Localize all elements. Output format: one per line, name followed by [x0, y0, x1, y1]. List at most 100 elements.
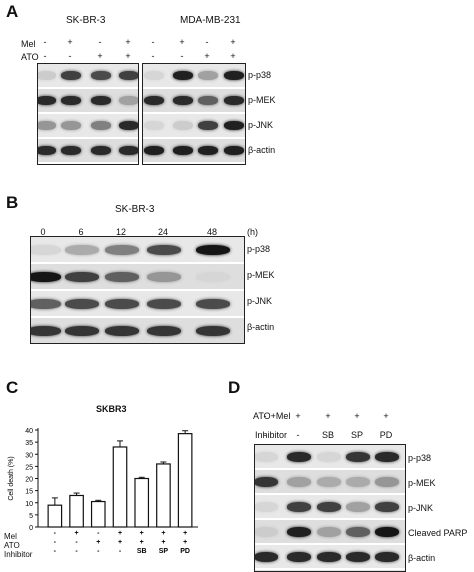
panel-a-blot-mda	[142, 63, 246, 165]
panel-a-skbr3-band	[61, 71, 81, 80]
panel-a-mda-strip-1	[143, 89, 245, 114]
panel-a-skbr3-strip-3	[38, 139, 138, 164]
panel-d-band	[346, 476, 370, 487]
panel-a-mel-sign: +	[125, 37, 131, 47]
panel-c-row-label-inhibitor: Inhibitor	[4, 550, 33, 559]
panel-a-skbr3-band	[119, 121, 138, 130]
panel-b-band	[147, 298, 181, 309]
panel-b-timepoint: 6	[78, 227, 84, 237]
panel-a-skbr3-band	[61, 121, 81, 130]
panel-d-band	[346, 526, 370, 537]
y-tick-label: 10	[25, 501, 33, 508]
panel-a-mda-band	[173, 146, 193, 155]
panel-b-band	[147, 325, 181, 336]
panel-a-ato-sign: +	[204, 51, 210, 61]
panel-c-inhibitor-sign: -	[119, 548, 122, 555]
panel-b-band	[105, 244, 139, 255]
panel-a-skbr3-band	[91, 121, 111, 130]
panel-b-timepoint: 12	[115, 227, 126, 237]
panel-a-blot-skbr3	[37, 63, 139, 165]
panel-a-mda-band	[224, 146, 244, 155]
panel-d-inhibitor-sign: SP	[350, 430, 363, 440]
bar	[90, 500, 106, 528]
panel-d-row-label-ato-mel: ATO+Mel	[253, 411, 291, 421]
panel-d-band	[317, 501, 341, 512]
panel-d-protein-label: β-actin	[408, 553, 436, 563]
chart-title: SKBR3	[96, 404, 127, 414]
panel-a-ato-sign: -	[43, 51, 47, 61]
panel-b-strip-0	[31, 237, 244, 264]
panel-d-band	[255, 476, 278, 487]
panel-c-mel-sign: +	[75, 530, 79, 537]
panel-a-ato-sign: -	[68, 51, 72, 61]
panel-b-band	[196, 244, 230, 255]
panel-d-strip-2	[255, 495, 405, 520]
panel-c-mel-sign: +	[140, 530, 144, 537]
panel-a-mel-sign: +	[179, 37, 185, 47]
panel-a-row-label-ato: ATO	[21, 52, 39, 62]
panel-b-cellline: SK-BR-3	[115, 204, 155, 215]
panel-c-mel-sign: +	[118, 530, 122, 537]
panel-d-letter: D	[228, 378, 241, 397]
panel-a-mda-strip-0	[143, 64, 245, 89]
panel-a-skbr3-band	[91, 96, 111, 105]
panel-a-mel-sign: -	[98, 37, 102, 47]
panel-b-protein-label: p-MEK	[247, 270, 275, 280]
panel-a-skbr3-band	[38, 96, 56, 105]
panel-a-mel-sign: -	[43, 37, 47, 47]
panel-a-mda-band	[144, 71, 164, 80]
panel-b-band	[105, 325, 139, 336]
y-tick-label: 0	[29, 525, 33, 532]
panel-b-band	[105, 271, 139, 282]
panel-b-band	[105, 298, 139, 309]
panel-a-mda-strip-2	[143, 114, 245, 139]
y-tick-label: 20	[25, 477, 33, 484]
cell-death-bar-chart: 0 5 10 15 20 25 30 35 40 Cell death (%) - - - + - - - + - +…	[8, 428, 198, 555]
panel-b-protein-label: p-p38	[247, 244, 271, 254]
panel-a-mda-band	[173, 71, 193, 80]
panel-a-mda-band	[173, 121, 193, 130]
panel-d-inhibitor-sign: -	[263, 430, 267, 440]
panel-a-skbr3-band	[119, 96, 138, 105]
panel-a-mel-sign: -	[151, 37, 155, 47]
panel-a-cellline-mda: MDA-MB-231	[180, 15, 241, 26]
panel-a-skbr3-band	[61, 146, 81, 155]
panel-a-protein-label: β-actin	[248, 145, 276, 155]
panel-c-row-label-mel: Mel	[4, 532, 17, 541]
panel-a-mel-sign: +	[230, 37, 236, 47]
panel-a-mda-band	[144, 146, 164, 155]
panel-b-band	[31, 271, 61, 282]
panel-b-strip-3	[31, 318, 244, 343]
panel-b-band	[31, 298, 61, 309]
panel-d-band	[317, 476, 341, 487]
panel-d-strip-4	[255, 545, 405, 570]
panel-d-band	[375, 451, 399, 462]
panel-a-ato-sign: -	[151, 51, 155, 61]
panel-b-band	[196, 271, 230, 282]
panel-d-ato-mel-sign: +	[325, 411, 331, 421]
bar	[156, 463, 171, 528]
panel-b-band	[196, 325, 230, 336]
panel-d-band	[346, 501, 370, 512]
panel-a-protein-label: p-p38	[248, 70, 272, 80]
panel-b-strip-1	[31, 264, 244, 291]
panel-d-protein-label: Cleaved PARP	[408, 528, 468, 538]
panel-a-ato-sign: +	[230, 51, 236, 61]
panel-d-strip-3	[255, 520, 405, 545]
panel-d-band	[346, 551, 370, 562]
panel-b-band	[65, 271, 99, 282]
panel-a-ato-sign: +	[97, 51, 103, 61]
panel-d-protein-label: p-JNK	[408, 503, 434, 513]
panel-a-mel-sign: +	[67, 37, 73, 47]
panel-a-mel-sign: -	[205, 37, 209, 47]
panel-d-row-label-inhibitor: Inhibitor	[255, 430, 288, 440]
panel-c-ato-sign: +	[140, 539, 144, 546]
y-tick-label: 5	[29, 513, 33, 520]
panel-d-band	[255, 526, 278, 537]
panel-c-ato-sign: -	[75, 539, 78, 546]
y-tick-label: 40	[25, 428, 33, 435]
panel-d-inhibitor-sign: SB	[321, 430, 334, 440]
y-axis-label: Cell death (%)	[8, 456, 15, 500]
panel-d-band	[317, 551, 341, 562]
panel-a-mda-band	[198, 96, 218, 105]
